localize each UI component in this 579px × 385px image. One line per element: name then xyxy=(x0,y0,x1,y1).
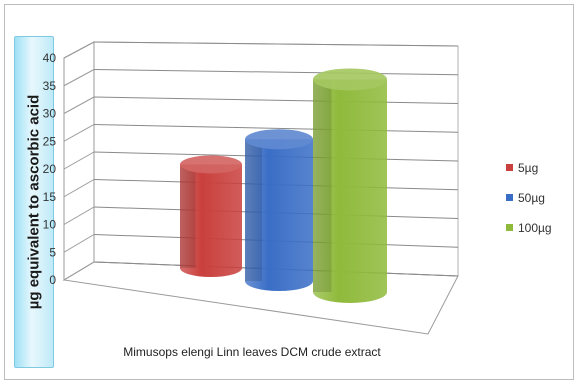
bar-shade xyxy=(313,79,332,292)
y-tick-label: 0 xyxy=(49,273,56,287)
side-gridline xyxy=(63,151,95,170)
bar-50g xyxy=(245,129,313,291)
y-tick-label: 20 xyxy=(43,162,57,176)
bar-top xyxy=(313,68,387,91)
bar-100g xyxy=(313,68,387,303)
y-tick-label: 10 xyxy=(43,218,57,232)
y-tick-label: 40 xyxy=(43,51,57,65)
y-tick-label: 35 xyxy=(43,79,57,93)
bar-5g xyxy=(180,155,242,277)
legend: 5µg 50µg 100µg xyxy=(506,161,552,235)
gridline xyxy=(93,41,459,47)
gridline xyxy=(93,69,459,76)
gridlines xyxy=(63,41,459,281)
bar-top xyxy=(180,155,242,174)
y-tick-label: 25 xyxy=(43,134,57,148)
bar-top-highlight xyxy=(245,129,313,150)
y-tick-label: 5 xyxy=(49,245,56,259)
side-gridline xyxy=(63,234,95,253)
y-tick-label: 30 xyxy=(43,107,57,121)
legend-swatch xyxy=(506,194,513,201)
y-tick-labels: 0 5 10 15 20 25 30 35 40 xyxy=(43,51,57,287)
bar-top-highlight xyxy=(180,155,242,174)
side-gridline xyxy=(63,179,95,198)
legend-swatch xyxy=(506,164,513,171)
bar-body xyxy=(245,139,313,291)
legend-label: 100µg xyxy=(518,221,552,235)
bars xyxy=(180,68,387,303)
side-gridline xyxy=(63,261,95,281)
legend-swatch xyxy=(506,224,513,231)
side-gridline xyxy=(63,124,95,142)
side-gridline xyxy=(63,41,95,59)
bar-shade xyxy=(180,164,196,268)
bar-body xyxy=(313,79,387,303)
side-gridline xyxy=(63,96,95,114)
bar-body xyxy=(180,164,242,277)
bar-shade xyxy=(245,139,262,281)
bar-top xyxy=(245,129,313,150)
side-gridline xyxy=(63,206,95,225)
bar-top-highlight xyxy=(313,68,387,91)
category-label: Mimusops elengi Linn leaves DCM crude ex… xyxy=(123,345,381,359)
legend-label: 5µg xyxy=(518,161,538,175)
y-tick-label: 15 xyxy=(43,190,57,204)
side-gridline xyxy=(63,69,95,87)
gridline xyxy=(93,124,459,133)
gridline xyxy=(93,96,459,104)
y-axis-label-box: µg equivalent to ascorbic acid xyxy=(14,36,54,368)
legend-label: 50µg xyxy=(518,191,545,205)
